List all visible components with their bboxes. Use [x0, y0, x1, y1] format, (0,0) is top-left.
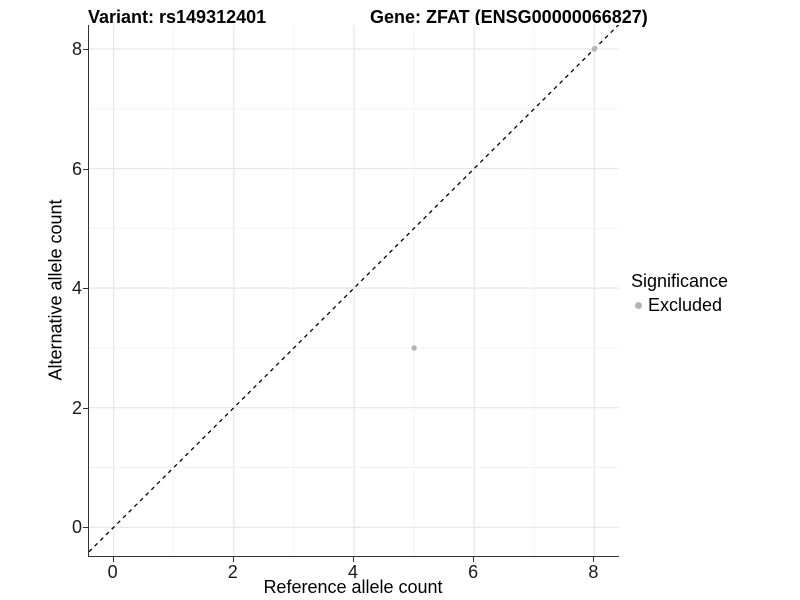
data-point — [411, 345, 417, 351]
x-axis-title: Reference allele count — [263, 577, 443, 597]
x-tick-label: 8 — [588, 562, 599, 582]
y-tick-label: 6 — [71, 158, 82, 179]
x-tick-mark — [353, 557, 354, 562]
x-tick-mark — [473, 557, 475, 562]
x-tick-label: 4 — [347, 562, 358, 582]
y-tick-mark — [83, 168, 88, 170]
legend-item-label: Excluded — [648, 295, 723, 315]
data-point — [591, 46, 598, 52]
plot-canvas — [89, 25, 619, 556]
plot-panel — [88, 25, 619, 557]
y-tick-mark — [83, 288, 88, 290]
y-tick-mark — [83, 407, 88, 409]
y-tick-label: 2 — [71, 397, 82, 418]
x-tick-mark — [232, 557, 234, 562]
y-tick-mark — [83, 48, 88, 50]
y-tick-label: 4 — [71, 278, 82, 299]
legend-item-excluded: Excluded — [631, 295, 728, 316]
plot-title-variant: Variant: rs149312401 — [88, 7, 267, 27]
y-tick-mark — [83, 527, 88, 529]
y-tick-label: 0 — [71, 517, 82, 538]
x-tick-label: 2 — [227, 562, 238, 582]
y-axis-title: Alternative allele count — [45, 199, 66, 381]
plot-title-gene: Gene: ZFAT (ENSG00000066827) — [370, 7, 648, 27]
legend: Significance Excluded — [631, 271, 728, 316]
x-tick-mark — [593, 557, 595, 562]
x-tick-mark — [112, 557, 114, 562]
x-tick-label: 6 — [468, 562, 479, 582]
legend-title: Significance — [631, 271, 729, 291]
excluded-dot-icon — [635, 302, 642, 309]
x-tick-label: 0 — [107, 562, 118, 582]
y-tick-label: 8 — [71, 38, 82, 59]
